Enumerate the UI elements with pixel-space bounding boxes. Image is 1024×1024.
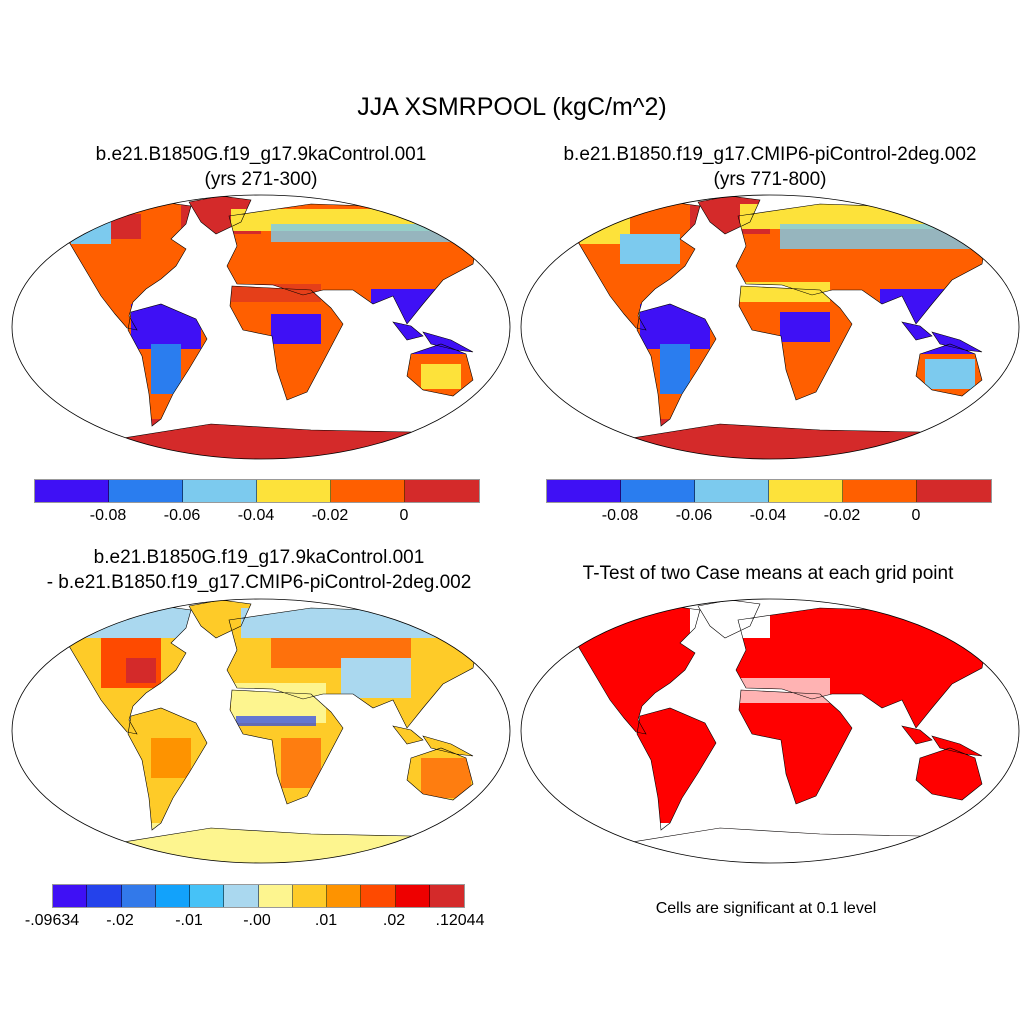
map-bottom-left — [11, 598, 511, 864]
panel-title-bottom-right: T-Test of two Case means at each grid po… — [582, 563, 954, 584]
panel-title: b.e21.B1850G.f19_g17.9kaControl.001 — [93, 547, 425, 568]
colorbar-swatch — [405, 480, 479, 502]
colorbar-swatch — [547, 480, 621, 502]
colorbar-swatch — [331, 480, 405, 502]
colorbar-label: -0.02 — [311, 507, 349, 524]
panel-title-bottom-left: b.e21.B1850G.f19_g17.9kaControl.001 - b.… — [47, 545, 472, 595]
colorbar-label: -0.08 — [601, 507, 639, 524]
colorbar-swatch — [224, 885, 259, 907]
panel-subtitle: - b.e21.B1850.f19_g17.CMIP6-piControl-2d… — [46, 572, 472, 593]
colorbar-label: .12044 — [435, 912, 485, 929]
colorbar-label: 0 — [911, 507, 921, 524]
colorbar-label: -0.06 — [163, 507, 201, 524]
colorbar-label: -.09634 — [24, 912, 80, 929]
colorbar-swatch — [917, 480, 991, 502]
colorbar-label: -0.04 — [237, 507, 275, 524]
colorbar-swatch — [843, 480, 917, 502]
colorbar-label: -.00 — [243, 912, 271, 929]
colorbar-swatch — [121, 885, 156, 907]
colorbar-swatch — [395, 885, 430, 907]
map-bottom-right — [520, 598, 1020, 864]
colorbar-label: .01 — [314, 912, 338, 929]
panel-subtitle: (yrs 771-800) — [713, 169, 827, 190]
colorbar-bottom-left — [52, 884, 465, 908]
colorbar-swatch — [327, 885, 362, 907]
colorbar-swatch — [35, 480, 109, 502]
panel-subtitle: (yrs 271-300) — [204, 169, 318, 190]
figure-title: JJA XSMRPOOL (kgC/m^2) — [357, 93, 667, 121]
colorbar-label: -.01 — [175, 912, 203, 929]
colorbar-top-left — [34, 479, 480, 503]
colorbar-swatch — [109, 480, 183, 502]
colorbar-swatch — [87, 885, 122, 907]
colorbar-swatch — [257, 480, 331, 502]
colorbar-swatch — [621, 480, 695, 502]
colorbar-label: -.02 — [106, 912, 134, 929]
colorbar-label: -0.02 — [823, 507, 861, 524]
colorbar-swatch — [183, 480, 257, 502]
colorbar-swatch — [292, 885, 327, 907]
colorbar-swatch — [53, 885, 88, 907]
colorbar-top-right — [546, 479, 992, 503]
colorbar-label: .02 — [382, 912, 406, 929]
panel-title-top-right: b.e21.B1850.f19_g17.CMIP6-piControl-2deg… — [563, 142, 976, 192]
colorbar-swatch — [769, 480, 843, 502]
colorbar-swatch — [361, 885, 396, 907]
map-top-right — [520, 194, 1020, 460]
colorbar-label: -0.04 — [749, 507, 787, 524]
colorbar-swatch — [258, 885, 293, 907]
colorbar-label: -0.06 — [675, 507, 713, 524]
colorbar-swatch — [695, 480, 769, 502]
panel-title-top-left: b.e21.B1850G.f19_g17.9kaControl.001 (yrs… — [96, 142, 427, 192]
colorbar-label: -0.08 — [89, 507, 127, 524]
panel-title: b.e21.B1850.f19_g17.CMIP6-piControl-2deg… — [563, 144, 977, 165]
panel-title: b.e21.B1850G.f19_g17.9kaControl.001 — [95, 144, 427, 165]
significance-note: Cells are significant at 0.1 level — [655, 900, 877, 917]
map-top-left — [11, 194, 511, 460]
colorbar-swatch — [155, 885, 190, 907]
colorbar-label: 0 — [399, 507, 409, 524]
colorbar-swatch — [429, 885, 464, 907]
colorbar-swatch — [190, 885, 225, 907]
